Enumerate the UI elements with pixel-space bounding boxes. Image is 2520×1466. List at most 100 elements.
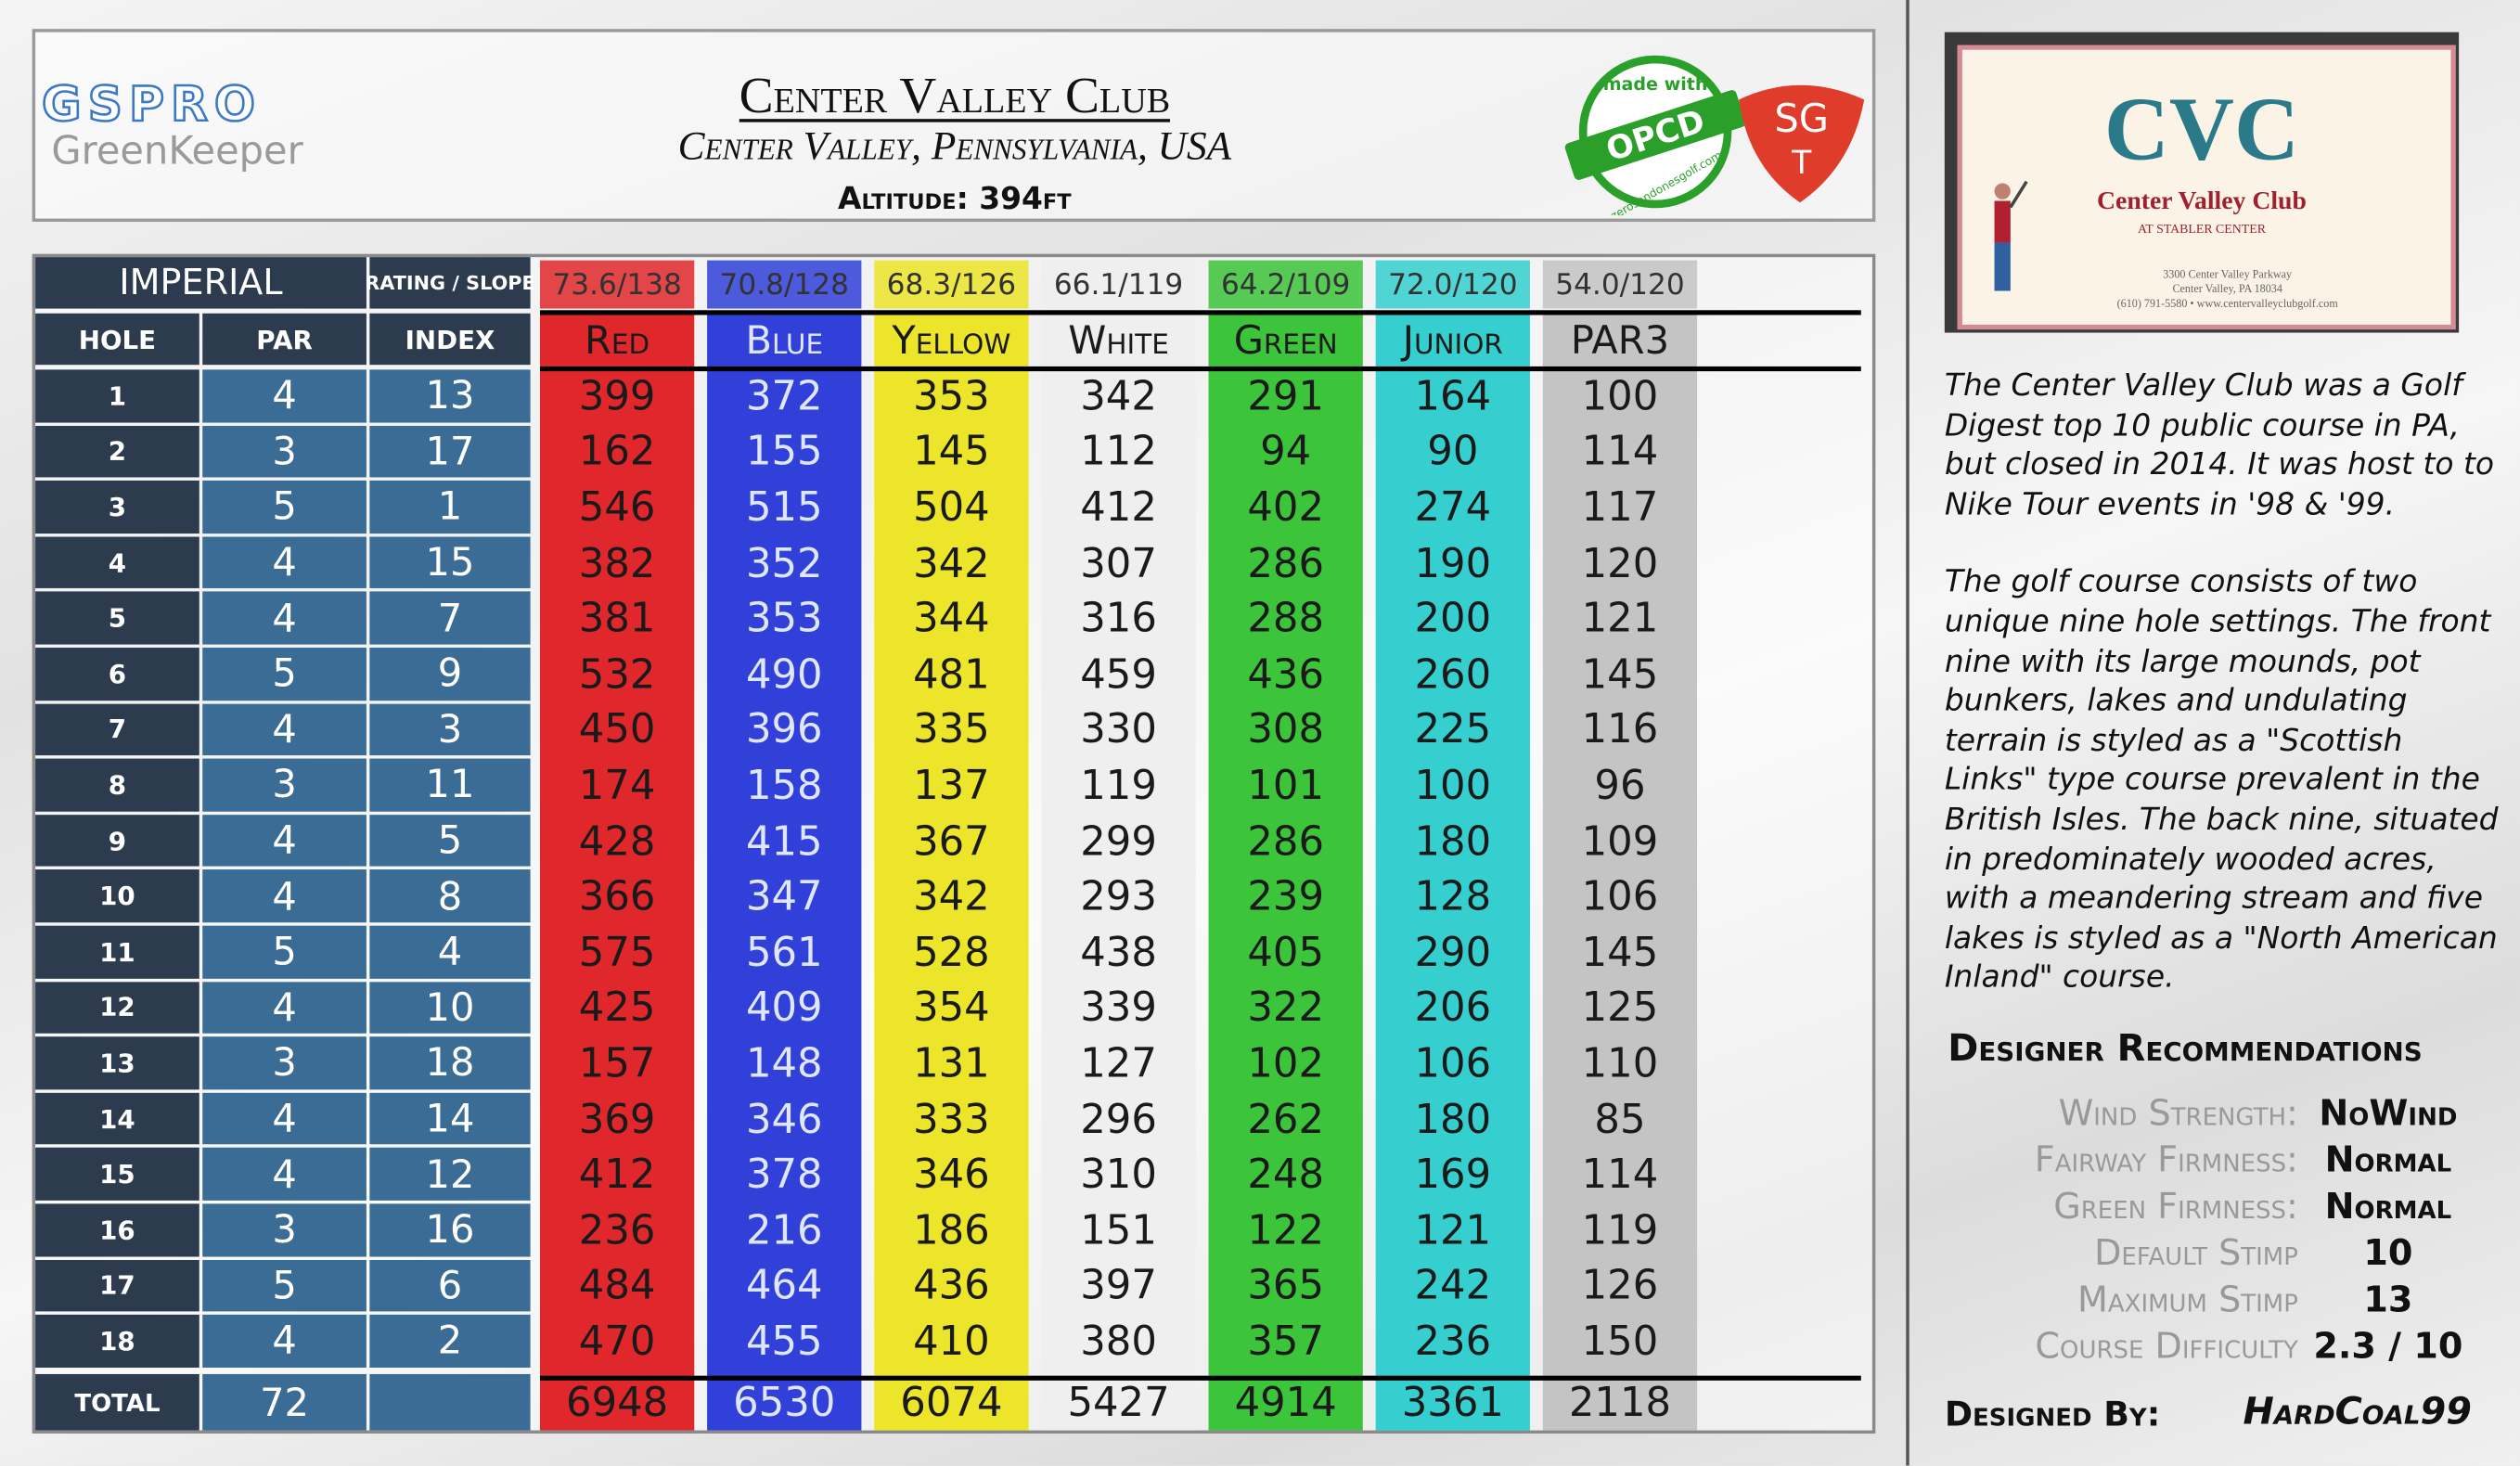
logo-title: GSPRO: [41, 76, 263, 135]
yardage: 450: [578, 706, 656, 753]
recommendation-value: 13: [2363, 1280, 2413, 1320]
index: 7: [369, 592, 531, 645]
rating-label: RATING / SLOPE: [365, 257, 535, 309]
recommendation-label: Green Firmness:: [2053, 1187, 2298, 1228]
yardage: 339: [1080, 984, 1157, 1031]
tee-rating: 66.1/119: [1041, 260, 1196, 309]
yardage: 330: [1080, 706, 1157, 753]
yardage: 342: [913, 872, 990, 920]
yardage: 110: [1581, 1039, 1659, 1087]
recommendation-label: Maximum Stimp: [2077, 1280, 2298, 1320]
hole-number: 2: [35, 425, 199, 478]
yardage: 561: [745, 928, 823, 976]
yardage: 109: [1581, 817, 1659, 865]
par: 3: [202, 758, 366, 812]
yardage: 347: [745, 872, 823, 920]
yardage: 438: [1080, 928, 1157, 976]
yardage: 94: [1260, 428, 1312, 475]
yardage: 116: [1581, 706, 1659, 753]
yardage: 106: [1581, 872, 1659, 920]
system-label: IMPERIAL: [35, 257, 366, 309]
yardage: 380: [1080, 1318, 1157, 1365]
hole-number: 5: [35, 592, 199, 645]
index: 15: [369, 536, 531, 589]
par: 4: [202, 536, 366, 589]
yardage: 490: [745, 650, 823, 698]
recommendation-label: Course Difficulty: [2035, 1326, 2298, 1368]
yardage: 409: [745, 984, 823, 1031]
yardage: 114: [1581, 1151, 1659, 1198]
tee-name: PAR3: [1570, 317, 1670, 364]
tee-rating: 70.8/128: [707, 260, 862, 309]
recommendation-value: NoWind: [2319, 1093, 2458, 1134]
yardage: 216: [745, 1206, 823, 1254]
yardage: 225: [1414, 706, 1492, 753]
yardage: 148: [745, 1039, 823, 1087]
tee-name: Red: [585, 317, 650, 364]
yardage: 382: [578, 539, 656, 586]
index: 2: [369, 1315, 531, 1368]
tee-column: [539, 313, 695, 1431]
tee-total: 6074: [900, 1379, 1003, 1426]
tee-column: [1041, 313, 1196, 1431]
yardage: 367: [913, 817, 990, 865]
yardage: 242: [1414, 1262, 1492, 1309]
index: 18: [369, 1036, 531, 1089]
yardage: 206: [1414, 984, 1492, 1031]
par: 5: [202, 481, 366, 534]
yardage: 308: [1247, 706, 1325, 753]
column-header: INDEX: [369, 313, 531, 366]
tee-column: [1208, 313, 1363, 1431]
index: 8: [369, 869, 531, 923]
yardage: 169: [1414, 1151, 1492, 1198]
description-paragraph: The Center Valley Club was a Golf Digest…: [1944, 367, 2495, 522]
yardage: 316: [1080, 595, 1157, 642]
yardage: 162: [578, 428, 656, 475]
hole-number: 18: [35, 1315, 199, 1368]
sgt-bottom: T: [1791, 145, 1812, 182]
hole-number: 1: [35, 369, 199, 422]
yardage: 346: [745, 1095, 823, 1142]
yardage: 248: [1247, 1151, 1325, 1198]
yardage: 369: [578, 1095, 656, 1142]
par: 4: [202, 814, 366, 868]
yardage: 436: [913, 1262, 990, 1309]
index: 10: [369, 981, 531, 1035]
yardage: 102: [1247, 1039, 1325, 1087]
hole-number: 14: [35, 1092, 199, 1145]
yardage: 575: [578, 928, 656, 976]
par: 4: [202, 369, 366, 422]
yardage: 126: [1581, 1262, 1659, 1309]
par: 5: [202, 1259, 366, 1312]
sgt-top: SG: [1774, 96, 1829, 141]
yardage: 286: [1247, 817, 1325, 865]
yardage: 410: [913, 1318, 990, 1365]
par: 3: [202, 425, 366, 478]
hole-number: 15: [35, 1148, 199, 1201]
yardage: 117: [1581, 483, 1659, 531]
yardage: 372: [745, 372, 823, 419]
tee-total: 4914: [1234, 1379, 1337, 1426]
yardage: 342: [1080, 372, 1157, 419]
tee-rating: 64.2/109: [1208, 260, 1363, 309]
par: 3: [202, 1203, 366, 1256]
yardage: 150: [1581, 1318, 1659, 1365]
yardage: 470: [578, 1318, 656, 1365]
tee-rating: 72.0/120: [1375, 260, 1530, 309]
tee-column: [707, 313, 862, 1431]
address-line: 3300 Center Valley Parkway: [2163, 268, 2293, 282]
yardage: 180: [1414, 1095, 1492, 1142]
yardage: 112: [1080, 428, 1157, 475]
yardage: 515: [745, 483, 823, 531]
index: 11: [369, 758, 531, 812]
yardage: 186: [913, 1206, 990, 1254]
par: 4: [202, 1092, 366, 1145]
yardage: 131: [913, 1039, 990, 1087]
yardage: 405: [1247, 928, 1325, 976]
description: The Center Valley Club was a Golf Digest…: [1945, 366, 2500, 1036]
hole-number: 6: [35, 648, 199, 701]
logo-subtitle: GreenKeeper: [51, 128, 303, 174]
par: 4: [202, 1148, 366, 1201]
hole-number: 4: [35, 536, 199, 589]
yardage: 290: [1414, 928, 1492, 976]
